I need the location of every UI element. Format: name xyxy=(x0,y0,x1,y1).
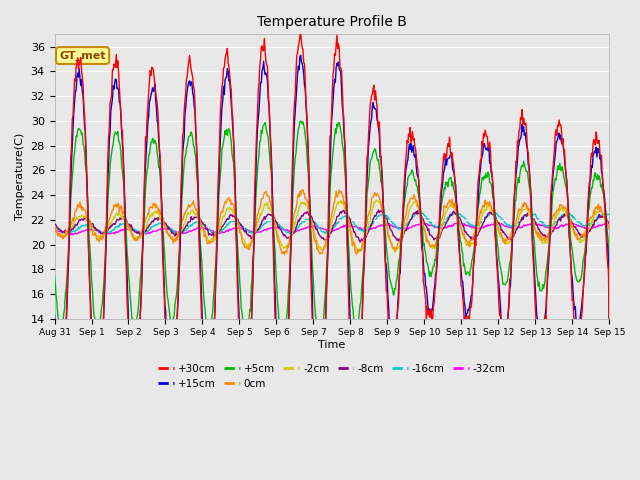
-16cm xyxy=(175,229,182,235)
+15cm xyxy=(174,298,182,304)
+5cm xyxy=(401,196,408,202)
-8cm xyxy=(204,226,211,231)
-16cm xyxy=(139,231,147,237)
-8cm xyxy=(174,232,182,238)
-2cm xyxy=(61,234,68,240)
-8cm xyxy=(356,239,364,245)
+15cm xyxy=(51,312,58,317)
-32cm xyxy=(51,228,58,233)
+15cm xyxy=(417,217,425,223)
+15cm xyxy=(401,181,408,187)
-2cm xyxy=(372,197,380,203)
-16cm xyxy=(51,227,58,232)
-2cm xyxy=(51,223,58,228)
-8cm xyxy=(605,220,613,226)
Text: GT_met: GT_met xyxy=(60,50,106,60)
+15cm xyxy=(118,128,125,134)
X-axis label: Time: Time xyxy=(318,340,346,350)
Y-axis label: Temperature(C): Temperature(C) xyxy=(15,133,25,220)
Line: +15cm: +15cm xyxy=(54,55,609,428)
Line: 0cm: 0cm xyxy=(54,190,609,255)
-32cm xyxy=(605,220,613,226)
-2cm xyxy=(605,226,613,232)
-32cm xyxy=(417,222,424,228)
+30cm xyxy=(174,295,182,301)
0cm xyxy=(299,187,307,192)
-32cm xyxy=(532,220,540,226)
+30cm xyxy=(605,336,613,341)
-8cm xyxy=(417,213,425,218)
Legend: +30cm, +15cm, +5cm, 0cm, -2cm, -8cm, -16cm, -32cm: +30cm, +15cm, +5cm, 0cm, -2cm, -8cm, -16… xyxy=(154,360,510,393)
0cm xyxy=(605,226,613,232)
Line: -16cm: -16cm xyxy=(54,212,609,234)
-2cm xyxy=(355,249,362,255)
+5cm xyxy=(605,268,613,274)
-16cm xyxy=(400,225,408,230)
+5cm xyxy=(204,335,211,341)
+15cm xyxy=(316,425,323,431)
+5cm xyxy=(174,271,182,277)
0cm xyxy=(204,241,211,247)
Title: Temperature Profile B: Temperature Profile B xyxy=(257,15,407,29)
0cm xyxy=(174,230,182,236)
-32cm xyxy=(118,228,126,233)
+30cm xyxy=(316,457,324,463)
+15cm xyxy=(204,396,211,402)
+5cm xyxy=(316,344,323,349)
Line: -32cm: -32cm xyxy=(54,223,609,235)
0cm xyxy=(417,212,425,218)
Line: +30cm: +30cm xyxy=(54,33,609,460)
Line: -8cm: -8cm xyxy=(54,210,609,242)
0cm xyxy=(51,227,58,232)
-16cm xyxy=(454,209,462,215)
-2cm xyxy=(118,215,125,221)
-8cm xyxy=(375,207,383,213)
+5cm xyxy=(61,306,68,312)
0cm xyxy=(401,216,408,221)
+30cm xyxy=(51,342,58,348)
+5cm xyxy=(51,274,58,279)
+15cm xyxy=(297,52,305,58)
+30cm xyxy=(297,30,305,36)
-16cm xyxy=(417,210,424,216)
+30cm xyxy=(118,127,125,133)
-16cm xyxy=(605,212,613,218)
Line: -2cm: -2cm xyxy=(54,200,609,252)
+5cm xyxy=(417,218,425,224)
-8cm xyxy=(118,215,125,220)
-32cm xyxy=(68,232,76,238)
+30cm xyxy=(401,170,408,176)
-2cm xyxy=(401,223,408,229)
-8cm xyxy=(61,229,68,235)
-16cm xyxy=(204,226,212,232)
0cm xyxy=(61,234,68,240)
-8cm xyxy=(51,222,58,228)
-8cm xyxy=(401,228,408,234)
0cm xyxy=(118,205,125,211)
+30cm xyxy=(61,370,68,375)
-16cm xyxy=(61,230,68,236)
+5cm xyxy=(297,118,305,124)
+15cm xyxy=(605,317,613,323)
+30cm xyxy=(204,427,211,433)
-32cm xyxy=(400,226,408,232)
-16cm xyxy=(118,222,125,228)
-32cm xyxy=(61,229,68,235)
-32cm xyxy=(175,229,182,235)
-32cm xyxy=(204,228,212,233)
-2cm xyxy=(417,214,425,219)
-2cm xyxy=(204,235,211,241)
Line: +5cm: +5cm xyxy=(54,121,609,347)
+30cm xyxy=(417,232,425,238)
+15cm xyxy=(61,358,68,363)
-2cm xyxy=(174,234,182,240)
+5cm xyxy=(118,162,125,168)
0cm xyxy=(280,252,288,258)
